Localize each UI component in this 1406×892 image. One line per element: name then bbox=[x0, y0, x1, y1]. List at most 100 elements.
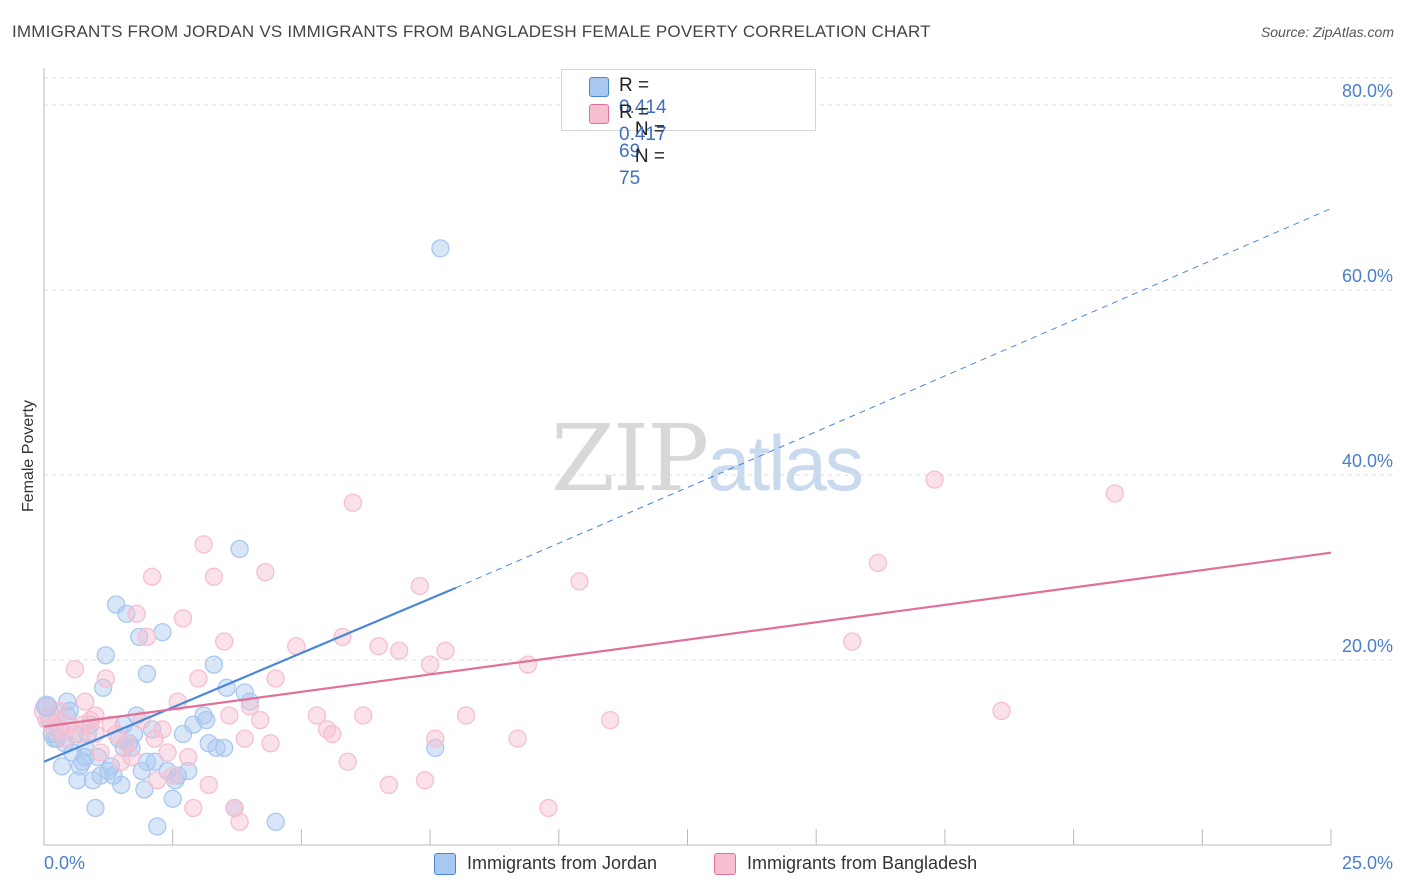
bangladesh-point bbox=[251, 710, 270, 730]
x-tick-label: 0.0% bbox=[44, 853, 85, 873]
jordan-point bbox=[426, 738, 445, 758]
bangladesh-point bbox=[96, 669, 115, 688]
bangladesh-point bbox=[145, 729, 164, 748]
jordan-point bbox=[145, 752, 164, 771]
stats-r-label: R = bbox=[619, 102, 650, 123]
jordan-point bbox=[153, 623, 172, 642]
stats-r-value: 0.417 bbox=[619, 124, 667, 145]
bangladesh-point bbox=[420, 655, 440, 674]
bangladesh-point bbox=[354, 706, 373, 725]
legend-swatch-bangladesh bbox=[714, 853, 736, 875]
y-tick-label: 80.0% bbox=[1342, 81, 1393, 101]
bangladesh-point bbox=[343, 493, 363, 512]
jordan-point bbox=[99, 761, 118, 781]
jordan-point bbox=[204, 655, 224, 674]
stats-swatch-bangladesh bbox=[589, 104, 609, 124]
bangladesh-point bbox=[33, 698, 60, 724]
bangladesh-point bbox=[142, 567, 162, 586]
jordan-point bbox=[132, 761, 151, 781]
bangladesh-point bbox=[426, 729, 445, 748]
jordan-point bbox=[76, 747, 95, 767]
bangladesh-point bbox=[266, 669, 285, 688]
bangladesh-point bbox=[390, 641, 409, 660]
bangladesh-point bbox=[65, 660, 85, 679]
bangladesh-point bbox=[189, 669, 208, 688]
y-tick-label: 60.0% bbox=[1342, 266, 1393, 286]
jordan-point bbox=[197, 710, 216, 730]
bangladesh-point bbox=[261, 734, 280, 753]
bangladesh-point bbox=[868, 553, 888, 573]
bangladesh-point bbox=[1105, 484, 1124, 503]
jordan-point bbox=[106, 595, 126, 614]
stats-n-label: N = bbox=[634, 119, 665, 140]
jordan-point bbox=[230, 539, 249, 559]
jordan-point bbox=[117, 604, 136, 623]
jordan-point bbox=[52, 757, 72, 776]
bangladesh-point bbox=[539, 798, 558, 818]
stats-n-value: 75 bbox=[619, 168, 641, 189]
bangladesh-point bbox=[194, 535, 213, 554]
bangladesh-point bbox=[225, 798, 244, 818]
watermark-atlas: atlas bbox=[707, 419, 864, 507]
stats-swatch-jordan bbox=[589, 77, 609, 97]
watermark: ZIPatlas bbox=[551, 405, 864, 512]
legend-swatch-jordan bbox=[434, 853, 456, 875]
bangladesh-point bbox=[73, 715, 92, 734]
jordan-point bbox=[135, 780, 154, 799]
jordan-point bbox=[137, 664, 157, 684]
jordan-point bbox=[96, 646, 115, 665]
bangladesh-point bbox=[215, 632, 234, 651]
y-tick-label: 40.0% bbox=[1342, 451, 1393, 471]
bangladesh-point bbox=[91, 743, 110, 762]
bangladesh-point bbox=[508, 729, 527, 748]
jordan-point bbox=[35, 695, 58, 717]
bangladesh-point bbox=[76, 692, 95, 711]
jordan-point bbox=[112, 775, 131, 795]
bangladesh-point bbox=[112, 752, 131, 771]
bangladesh-point bbox=[601, 710, 620, 730]
bangladesh-point bbox=[256, 562, 275, 582]
bangladesh-point bbox=[456, 706, 476, 725]
jordan-point bbox=[235, 683, 254, 702]
jordan-point bbox=[68, 771, 87, 790]
bangladesh-point bbox=[379, 775, 399, 795]
bangladesh-point bbox=[158, 743, 177, 762]
jordan-trend-extension bbox=[455, 208, 1332, 589]
jordan-point bbox=[137, 752, 157, 771]
jordan-point bbox=[86, 798, 105, 818]
bangladesh-point bbox=[369, 636, 388, 656]
source-credit: Source: ZipAtlas.com bbox=[1260, 24, 1394, 40]
jordan-trend-line bbox=[43, 586, 457, 763]
bangladesh-point bbox=[127, 604, 146, 623]
jordan-point bbox=[124, 724, 144, 744]
bangladesh-point bbox=[137, 627, 157, 647]
bangladesh-point bbox=[570, 572, 589, 591]
legend-label-jordan: Immigrants from Jordan bbox=[467, 853, 658, 873]
bangladesh-point bbox=[235, 729, 254, 748]
stats-r-label: R = bbox=[619, 75, 650, 96]
bangladesh-point bbox=[117, 734, 136, 753]
bangladesh-point bbox=[307, 706, 326, 725]
jordan-point bbox=[163, 789, 182, 808]
legend: Immigrants from Jordan Immigrants from B… bbox=[0, 852, 1406, 878]
jordan-point bbox=[173, 724, 193, 744]
stats-n-label: N = bbox=[634, 146, 665, 167]
jordan-point bbox=[266, 812, 285, 832]
bangladesh-point bbox=[163, 766, 182, 785]
bangladesh-point bbox=[518, 655, 538, 674]
x-tick-label: 25.0% bbox=[1342, 853, 1393, 873]
bangladesh-point bbox=[173, 609, 193, 628]
bangladesh-point bbox=[323, 724, 342, 744]
jordan-point bbox=[215, 738, 234, 758]
bangladesh-point bbox=[148, 771, 167, 790]
bangladesh-point bbox=[925, 470, 944, 489]
bangladesh-trend-line bbox=[43, 551, 1332, 728]
stats-box: R = 0.414 N = 69 R = 0.417 N = 75 bbox=[561, 69, 816, 189]
bangladesh-point bbox=[204, 567, 224, 586]
bangladesh-point bbox=[178, 747, 198, 767]
chart-title: IMMIGRANTS FROM JORDAN VS IMMIGRANTS FRO… bbox=[12, 22, 931, 41]
y-tick-label: 20.0% bbox=[1342, 636, 1393, 656]
bangladesh-point bbox=[199, 775, 218, 795]
jordan-point bbox=[431, 239, 450, 258]
